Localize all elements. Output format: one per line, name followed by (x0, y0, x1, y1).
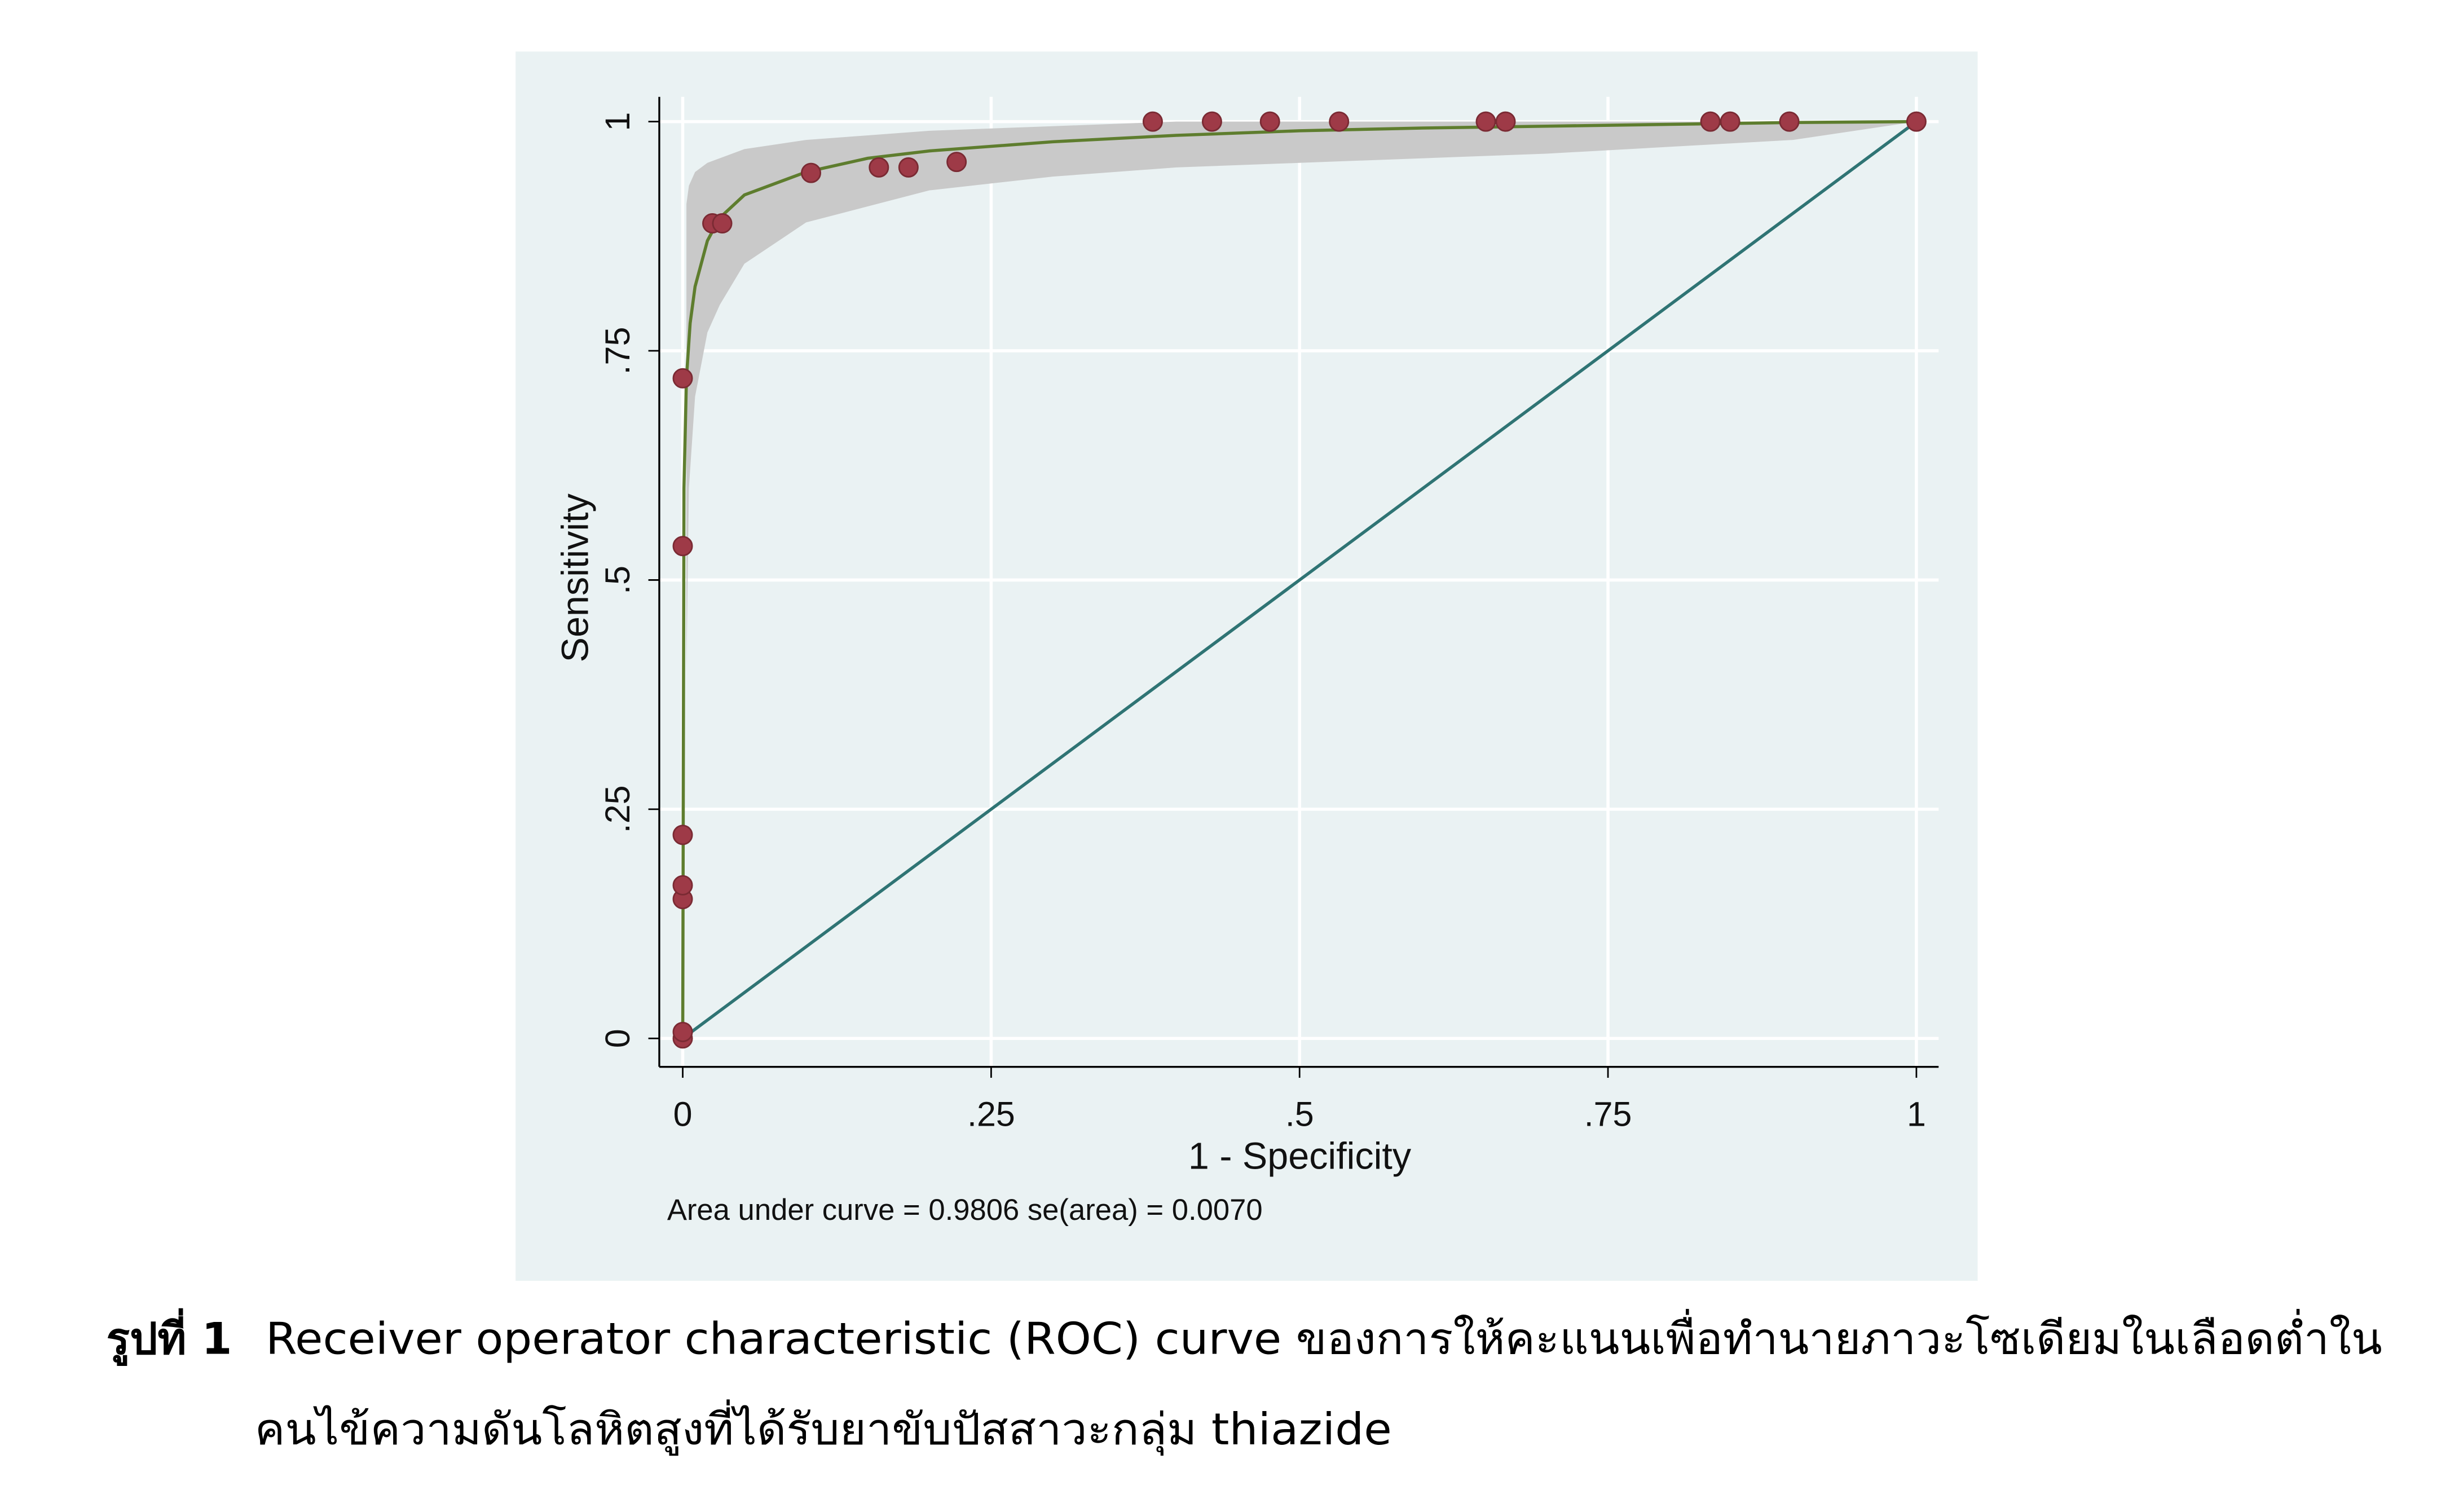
point (672, 536, 693, 557)
point (1779, 111, 1800, 132)
note: Area under curve = 0.9806 se(area) = 0.0… (667, 1193, 1263, 1227)
point (1700, 111, 1721, 132)
x-tick-label: 0 (673, 1095, 693, 1133)
x-axis-title: 1 - Specificity (1188, 1136, 1412, 1178)
point (869, 157, 889, 178)
point (672, 825, 693, 845)
reference-line (681, 120, 1918, 1040)
point (946, 152, 967, 173)
x-tick-label: 1 (1907, 1095, 1926, 1133)
plot-area: 0 .25 .5 .75 1 0 .25 .5 .75 1 (598, 96, 1939, 1133)
point (672, 875, 693, 896)
x-tick-label: .5 (1285, 1095, 1314, 1133)
y-tick-label: .5 (598, 566, 637, 594)
point (898, 157, 919, 178)
point (1329, 111, 1350, 132)
caption-line: Receiver operator characteristic (ROC) c… (266, 1309, 2382, 1365)
caption-label: รูปที่ 1 (107, 1308, 232, 1366)
point (672, 1021, 693, 1042)
point (1259, 111, 1280, 132)
fitted-curve (681, 120, 1916, 1039)
point (1495, 111, 1516, 132)
point (1720, 111, 1740, 132)
x-tick-label: .25 (967, 1095, 1015, 1133)
x-tick-label: .75 (1584, 1095, 1632, 1133)
point (801, 162, 822, 183)
y-tick-label: 0 (598, 1029, 637, 1048)
point (672, 368, 693, 389)
point (1475, 111, 1496, 132)
caption-line: คนไข้ความดันโลหิตสูงที่ได้รับยาขับปัสสาว… (255, 1399, 1392, 1456)
y-tick-label: 1 (598, 112, 637, 131)
point (712, 213, 733, 234)
point (1201, 111, 1222, 132)
point (1142, 111, 1163, 132)
point (1906, 111, 1927, 132)
y-axis-title: Sensitivity (555, 493, 597, 662)
y-tick-label: .75 (598, 327, 637, 375)
y-tick-label: .25 (598, 785, 637, 833)
